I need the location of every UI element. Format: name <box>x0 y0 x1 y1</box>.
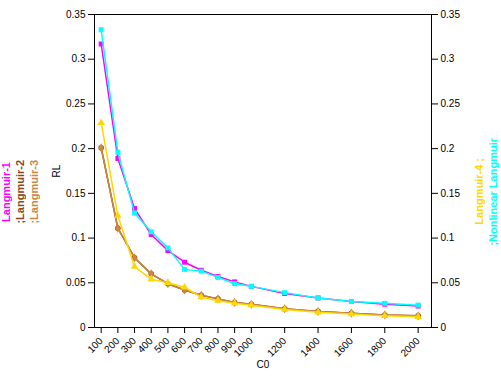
svg-text:0: 0 <box>441 322 447 333</box>
svg-text:0.1: 0.1 <box>72 232 86 243</box>
svg-text:2000: 2000 <box>398 335 422 359</box>
svg-text:0.25: 0.25 <box>441 98 461 109</box>
svg-text:300: 300 <box>119 335 139 355</box>
svg-text:0.3: 0.3 <box>441 53 455 64</box>
html-text:;Langmuir-2: ;Langmuir-2 <box>14 159 26 224</box>
svg-text:200: 200 <box>102 335 122 355</box>
svg-text:0.35: 0.35 <box>66 9 86 20</box>
svg-text:0.1: 0.1 <box>441 232 455 243</box>
html-text:Langmuir-4 ;: Langmuir-4 ; <box>473 158 485 225</box>
svg-text:500: 500 <box>152 335 172 355</box>
svg-text:RL: RL <box>51 164 62 177</box>
svg-text:0.25: 0.25 <box>66 98 86 109</box>
svg-text:1400: 1400 <box>298 335 322 359</box>
svg-text:1000: 1000 <box>231 335 255 359</box>
svg-text:0.2: 0.2 <box>441 143 455 154</box>
svg-text:100: 100 <box>85 335 105 355</box>
svg-text:700: 700 <box>185 335 205 355</box>
svg-text:400: 400 <box>135 335 155 355</box>
html-text:;Nonlinear Langmuir: ;Nonlinear Langmuir <box>487 137 499 246</box>
svg-text:900: 900 <box>218 335 239 355</box>
svg-text:0.3: 0.3 <box>72 53 86 64</box>
svg-text:0.2: 0.2 <box>72 143 86 154</box>
html-text:;Langmuir-3: ;Langmuir-3 <box>28 159 40 224</box>
svg-text:1800: 1800 <box>365 335 389 359</box>
svg-text:C0: C0 <box>257 359 270 370</box>
svg-text:1600: 1600 <box>332 335 356 359</box>
svg-text:0.05: 0.05 <box>441 277 461 288</box>
svg-text:0.15: 0.15 <box>66 188 86 199</box>
svg-text:0.05: 0.05 <box>66 277 86 288</box>
svg-text:1200: 1200 <box>265 335 289 359</box>
svg-text:0.15: 0.15 <box>441 188 461 199</box>
svg-text:800: 800 <box>202 335 222 355</box>
svg-text:0.35: 0.35 <box>441 9 461 20</box>
svg-text:0: 0 <box>80 322 86 333</box>
html-text:Langmuir-1: Langmuir-1 <box>0 161 12 222</box>
svg-text:600: 600 <box>169 335 189 355</box>
